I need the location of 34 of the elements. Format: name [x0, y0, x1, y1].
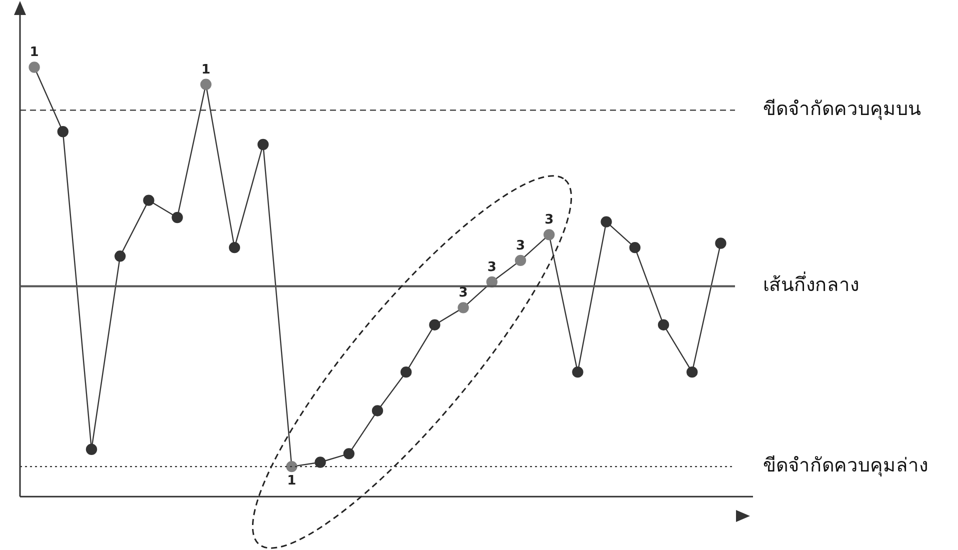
point — [572, 366, 584, 378]
ref-line-label: ขีดจำกัดควบคุมบน — [763, 98, 921, 122]
annotation: 1 — [287, 473, 296, 488]
ref-line-label: ขีดจำกัดควบคุมล่าง — [763, 454, 928, 478]
point — [514, 254, 526, 266]
point — [429, 319, 440, 330]
point — [458, 302, 469, 314]
annotation: 3 — [516, 238, 526, 254]
point — [86, 444, 98, 455]
point — [286, 460, 298, 472]
annotation: 3 — [487, 260, 496, 275]
point — [114, 250, 126, 262]
point — [143, 194, 154, 206]
ref-line-label: เส้นกึ่งกลาง — [763, 271, 859, 296]
annotation: 3 — [458, 286, 468, 301]
point — [258, 138, 269, 150]
point — [57, 126, 68, 138]
point — [715, 238, 726, 249]
point — [600, 216, 612, 228]
annotation: 1 — [201, 62, 210, 78]
point — [658, 319, 670, 330]
point — [343, 448, 354, 460]
point — [28, 62, 40, 73]
point — [172, 212, 183, 224]
point — [372, 405, 384, 416]
annotation: 3 — [544, 212, 554, 228]
point — [629, 242, 640, 254]
point — [686, 366, 698, 378]
text: 1 — [30, 45, 39, 60]
point — [314, 456, 326, 468]
point — [544, 229, 555, 240]
point — [400, 366, 412, 378]
point — [228, 242, 240, 254]
point — [200, 78, 212, 90]
